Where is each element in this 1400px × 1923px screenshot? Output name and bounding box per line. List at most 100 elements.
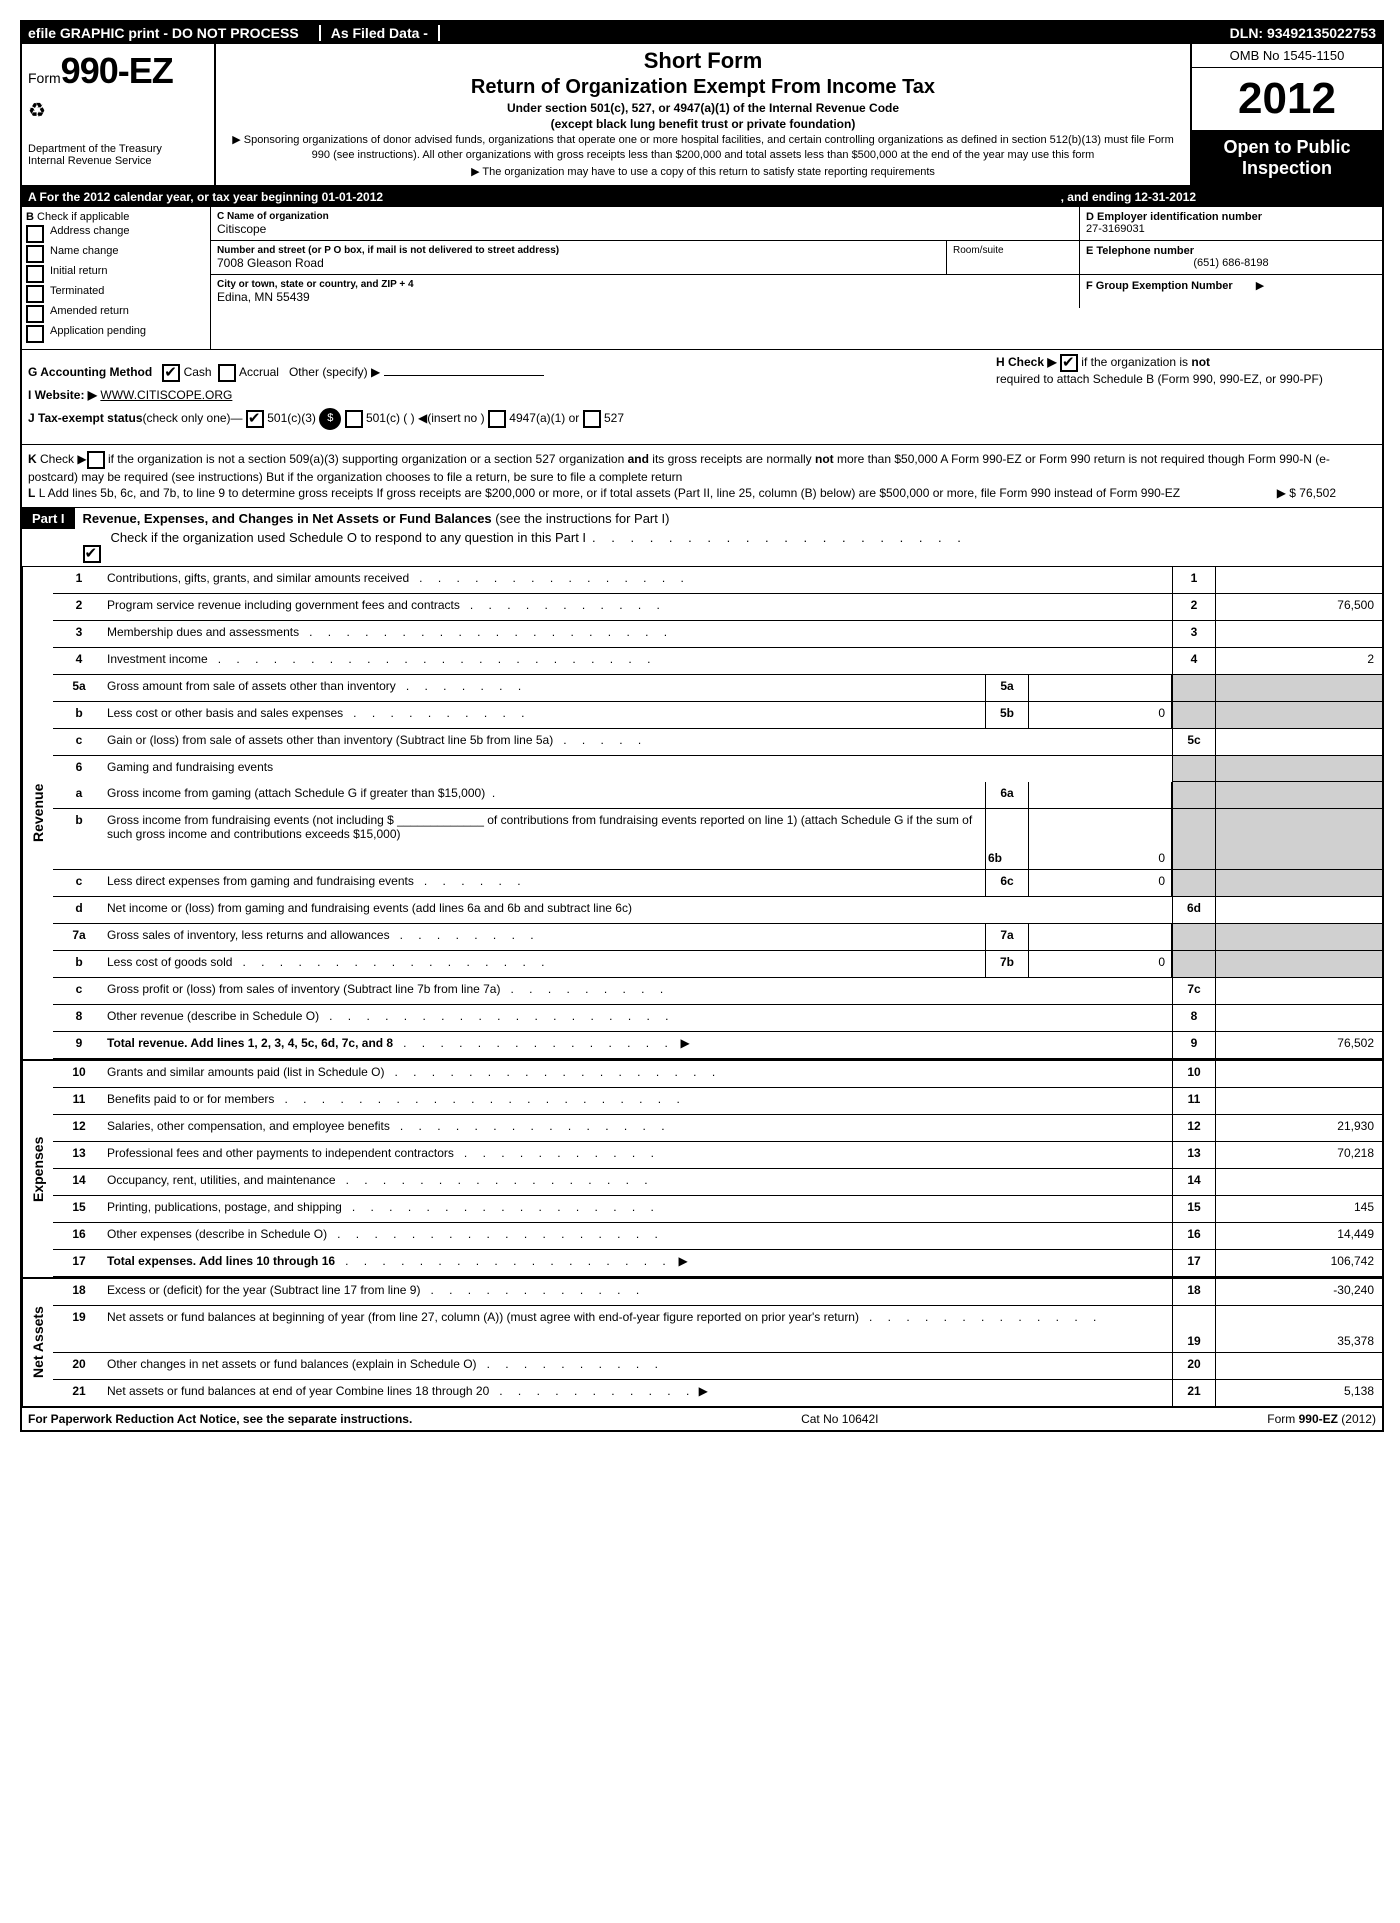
c-name-label: C Name of organization (217, 211, 1073, 222)
dept-treasury: Department of the Treasury (28, 143, 208, 155)
tax-year-end: , and ending 12-31-2012 (1061, 190, 1196, 204)
line-8: 8Other revenue (describe in Schedule O) … (53, 1005, 1382, 1032)
form-990ez: efile GRAPHIC print - DO NOT PROCESS As … (20, 20, 1384, 1432)
line-13: 13Professional fees and other payments t… (53, 1142, 1382, 1169)
revenue-section: Revenue 1Contributions, gifts, grants, a… (22, 567, 1382, 1061)
line-6c: cLess direct expenses from gaming and fu… (53, 870, 1382, 897)
line-20: 20Other changes in net assets or fund ba… (53, 1353, 1382, 1380)
line-5c: cGain or (loss) from sale of assets othe… (53, 729, 1382, 756)
f-arrow: ▶ (1256, 280, 1264, 292)
column-b-checkboxes: B Check if applicable Address change Nam… (22, 207, 211, 349)
footer-cat-no: Cat No 10642I (801, 1412, 878, 1426)
subtitle-code: Under section 501(c), 527, or 4947(a)(1)… (224, 101, 1182, 115)
line-19: 19Net assets or fund balances at beginni… (53, 1306, 1382, 1353)
chk-app-pending[interactable] (26, 325, 44, 343)
row-a-tax-year: A For the 2012 calendar year, or tax yea… (22, 187, 1382, 207)
line-1: 1Contributions, gifts, grants, and simil… (53, 567, 1382, 594)
efile-left: efile GRAPHIC print - DO NOT PROCESS (28, 25, 299, 41)
fine-print-1: Sponsoring organizations of donor advise… (224, 133, 1182, 163)
line-4: 4Investment income . . . . . . . . . . .… (53, 648, 1382, 675)
part-1-title: Revenue, Expenses, and Changes in Net As… (75, 508, 1382, 566)
line-15: 15Printing, publications, postage, and s… (53, 1196, 1382, 1223)
i-website-line: I Website: ▶ WWW.CITISCOPE.ORG (28, 388, 1376, 402)
footer-row: For Paperwork Reduction Act Notice, see … (22, 1408, 1382, 1430)
chk-k[interactable] (87, 451, 105, 469)
tax-year: 2012 (1192, 68, 1382, 131)
chk-terminated[interactable] (26, 285, 44, 303)
irs-seal-icon: $ (319, 408, 341, 430)
chk-name-change[interactable] (26, 245, 44, 263)
line-14: 14Occupancy, rent, utilities, and mainte… (53, 1169, 1382, 1196)
e-label: E Telephone number (1086, 245, 1376, 257)
l-gross-receipts: ▶ $ 76,502 (1277, 485, 1336, 501)
short-form-title: Short Form (224, 48, 1182, 74)
line-6: 6Gaming and fundraising events (53, 756, 1382, 782)
title-block: Short Form Return of Organization Exempt… (216, 44, 1190, 185)
chk-4947[interactable] (488, 410, 506, 428)
street-label: Number and street (or P O box, if mail i… (217, 245, 940, 256)
l-text: L L Add lines 5b, 6c, and 7b, to line 9 … (28, 485, 1376, 501)
chk-501c3[interactable] (246, 410, 264, 428)
chk-address-change[interactable] (26, 225, 44, 243)
line-7a: 7aGross sales of inventory, less returns… (53, 924, 1382, 951)
line-7b: bLess cost of goods sold . . . . . . . .… (53, 951, 1382, 978)
form-number-box: Form990-EZ ♻ Department of the Treasury … (22, 44, 216, 185)
line-11: 11Benefits paid to or for members . . . … (53, 1088, 1382, 1115)
chk-h-schedule-b[interactable] (1060, 354, 1078, 372)
chk-schedule-o[interactable] (83, 545, 101, 563)
section-k-l: K Check ▶ K Check ▶ if the organization … (22, 445, 1382, 508)
e-phone: (651) 686-8198 (1086, 257, 1376, 269)
efile-right: DLN: 93492135022753 (1230, 25, 1376, 41)
net-assets-section: Net Assets 18Excess or (deficit) for the… (22, 1279, 1382, 1408)
revenue-vlabel: Revenue (22, 567, 53, 1059)
chk-initial-return[interactable] (26, 265, 44, 283)
expenses-vlabel: Expenses (22, 1061, 53, 1277)
subtitle-except: (except black lung benefit trust or priv… (224, 117, 1182, 131)
line-9: 9Total revenue. Add lines 1, 2, 3, 4, 5c… (53, 1032, 1382, 1059)
chk-accrual[interactable] (218, 364, 236, 382)
line-5a: 5aGross amount from sale of assets other… (53, 675, 1382, 702)
line-17: 17Total expenses. Add lines 10 through 1… (53, 1250, 1382, 1277)
line-21: 21Net assets or fund balances at end of … (53, 1380, 1382, 1406)
open-to-public: Open to Public Inspection (1192, 131, 1382, 185)
column-c-org-info: C Name of organization Citiscope D Emplo… (211, 207, 1382, 349)
section-g-to-j: H Check ▶ if the organization is not req… (22, 350, 1382, 445)
d-ein: 27-3169031 (1086, 223, 1376, 235)
line-3: 3Membership dues and assessments . . . .… (53, 621, 1382, 648)
omb-number: OMB No 1545-1150 (1192, 44, 1382, 68)
h-check-box: H Check ▶ if the organization is not req… (996, 354, 1376, 386)
d-label: D Employer identification number (1086, 211, 1376, 223)
expenses-section: Expenses 10Grants and similar amounts pa… (22, 1061, 1382, 1279)
efile-center: As Filed Data - (319, 25, 440, 41)
recycle-icon: ♻ (28, 98, 46, 123)
street-address: 7008 Gleason Road (217, 256, 940, 270)
f-label: F Group Exemption Number (1086, 280, 1233, 292)
line-6b: bGross income from fundraising events (n… (53, 809, 1382, 870)
line-6a: aGross income from gaming (attach Schedu… (53, 782, 1382, 809)
footer-form-ref: Form 990-EZ (2012) (1267, 1412, 1376, 1426)
dept-irs: Internal Revenue Service (28, 155, 208, 167)
website-url[interactable]: WWW.CITISCOPE.ORG (100, 388, 232, 402)
chk-501c[interactable] (345, 410, 363, 428)
net-assets-vlabel: Net Assets (22, 1279, 53, 1406)
city-state-zip: Edina, MN 55439 (217, 290, 1073, 304)
year-box: OMB No 1545-1150 2012 Open to Public Ins… (1190, 44, 1382, 185)
tax-year-begin: A For the 2012 calendar year, or tax yea… (28, 190, 383, 204)
line-5b: bLess cost or other basis and sales expe… (53, 702, 1382, 729)
line-12: 12Salaries, other compensation, and empl… (53, 1115, 1382, 1142)
city-label: City or town, state or country, and ZIP … (217, 279, 1073, 290)
line-18: 18Excess or (deficit) for the year (Subt… (53, 1279, 1382, 1306)
fine-print-2: The organization may have to use a copy … (224, 165, 1182, 180)
line-6d: dNet income or (loss) from gaming and fu… (53, 897, 1382, 924)
other-specify-blank[interactable] (384, 375, 544, 376)
b-check-label: Check if applicable (37, 211, 129, 223)
chk-amended[interactable] (26, 305, 44, 323)
room-suite-label: Room/suite (946, 241, 1079, 274)
line-16: 16Other expenses (describe in Schedule O… (53, 1223, 1382, 1250)
part-1-header: Part I Revenue, Expenses, and Changes in… (22, 508, 1382, 567)
form-number: 990-EZ (61, 50, 173, 91)
b-label: B (26, 211, 34, 223)
chk-cash[interactable] (162, 364, 180, 382)
chk-527[interactable] (583, 410, 601, 428)
line-2: 2Program service revenue including gover… (53, 594, 1382, 621)
